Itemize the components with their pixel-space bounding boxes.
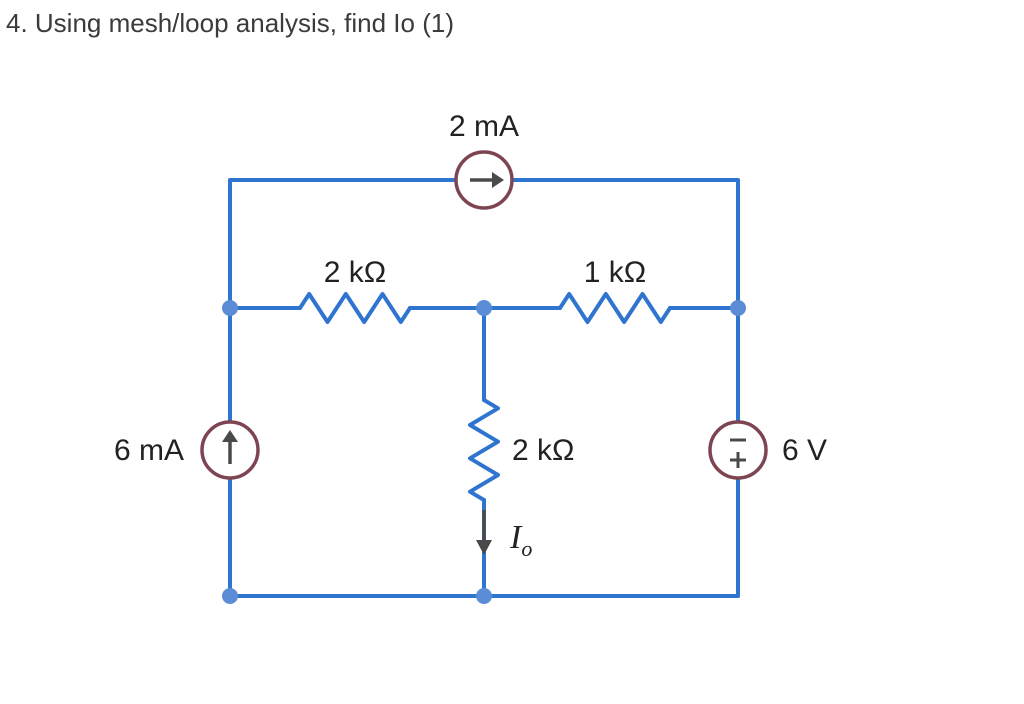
label-r-middle: 2 kΩ <box>512 434 574 467</box>
label-current-top: 2 mA <box>449 110 519 143</box>
label-current-left: 6 mA <box>114 434 184 467</box>
label-voltage-right: 6 V <box>782 434 827 467</box>
label-io: Io <box>509 519 532 561</box>
circuit-diagram: 2 mA 6 mA 2 kΩ 1 kΩ 2 kΩ 6 V Io <box>0 0 1024 704</box>
label-r-top-left: 2 kΩ <box>324 256 386 289</box>
label-r-top-right: 1 kΩ <box>584 256 646 289</box>
